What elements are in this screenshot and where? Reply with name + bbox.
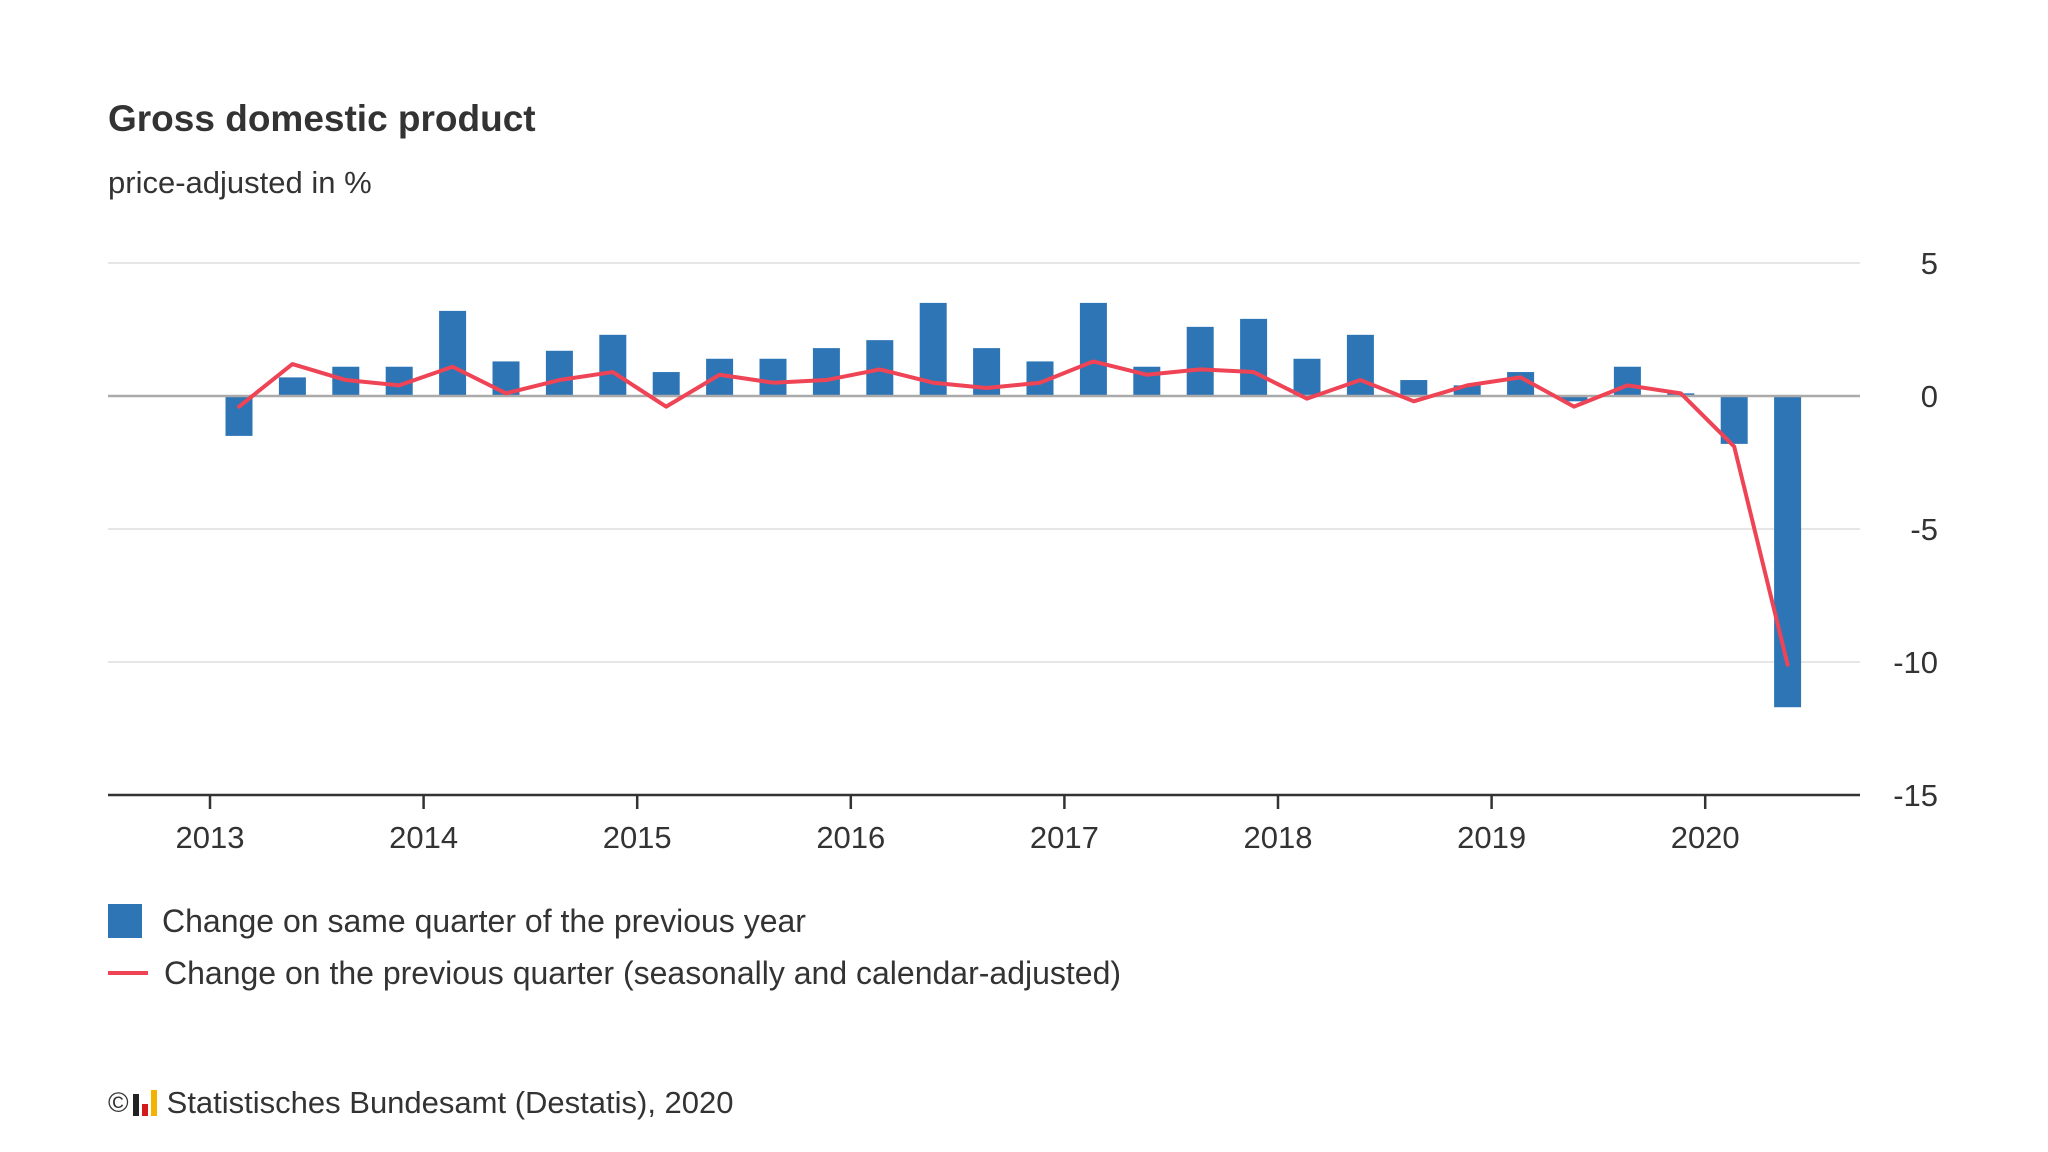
bar bbox=[1186, 326, 1214, 396]
bar bbox=[1774, 396, 1802, 708]
legend: Change on same quarter of the previous y… bbox=[108, 895, 1121, 999]
y-tick-label: -5 bbox=[1910, 512, 1938, 547]
bar bbox=[545, 350, 573, 396]
x-tick-label: 2013 bbox=[176, 820, 245, 855]
bar bbox=[1453, 385, 1481, 396]
bar bbox=[812, 348, 840, 396]
bar bbox=[652, 372, 680, 396]
bar bbox=[1346, 334, 1374, 396]
axes bbox=[108, 394, 1860, 809]
source-footer: © Statistisches Bundesamt (Destatis), 20… bbox=[108, 1085, 734, 1121]
legend-item-bars[interactable]: Change on same quarter of the previous y… bbox=[108, 895, 1121, 947]
x-tick-label: 2019 bbox=[1457, 820, 1526, 855]
legend-line-label: Change on the previous quarter (seasonal… bbox=[164, 954, 1122, 991]
bar-swatch-icon bbox=[108, 904, 142, 938]
source-text: Statistisches Bundesamt (Destatis), 2020 bbox=[166, 1085, 734, 1120]
x-tick-label: 2016 bbox=[816, 820, 885, 855]
chart-subtitle: price-adjusted in % bbox=[108, 165, 372, 200]
x-tick-label: 2014 bbox=[389, 820, 458, 855]
bar bbox=[599, 334, 627, 396]
legend-bars-label: Change on same quarter of the previous y… bbox=[162, 902, 806, 939]
line-swatch-icon bbox=[108, 971, 148, 975]
x-tick-label: 2018 bbox=[1244, 820, 1313, 855]
gdp-chart: 5 0 -5 -10 -15 2013 2014 2015 2016 2017 2018 2019 20… bbox=[108, 246, 1938, 855]
tick-labels: 5 0 -5 -10 -15 2013 2014 2015 2016 2017 2018 2019 20… bbox=[176, 246, 1938, 855]
bar bbox=[1400, 380, 1428, 396]
x-tick-label: 2020 bbox=[1671, 820, 1740, 855]
copyright-icon: © bbox=[108, 1087, 129, 1118]
bar bbox=[1560, 396, 1588, 402]
bar bbox=[759, 358, 787, 396]
series-line bbox=[237, 359, 1790, 667]
line-series bbox=[237, 359, 1790, 667]
chart-title: Gross domestic product bbox=[108, 98, 536, 139]
bar bbox=[225, 396, 253, 436]
x-tick-label: 2015 bbox=[603, 820, 672, 855]
y-tick-label: -15 bbox=[1893, 778, 1938, 813]
bar bbox=[1293, 358, 1321, 396]
bar-series bbox=[225, 302, 1802, 708]
bar bbox=[439, 310, 467, 396]
bar bbox=[1613, 366, 1641, 396]
y-tick-label: 0 bbox=[1921, 379, 1938, 414]
y-tick-label: 5 bbox=[1921, 246, 1938, 281]
destatis-logo-icon bbox=[132, 1090, 157, 1116]
bar bbox=[1240, 318, 1268, 396]
grid-lines bbox=[108, 262, 1860, 663]
bar bbox=[1079, 302, 1107, 396]
legend-item-line[interactable]: Change on the previous quarter (seasonal… bbox=[108, 947, 1121, 999]
y-tick-label: -10 bbox=[1893, 645, 1938, 680]
bar bbox=[278, 377, 306, 396]
x-tick-label: 2017 bbox=[1030, 820, 1099, 855]
